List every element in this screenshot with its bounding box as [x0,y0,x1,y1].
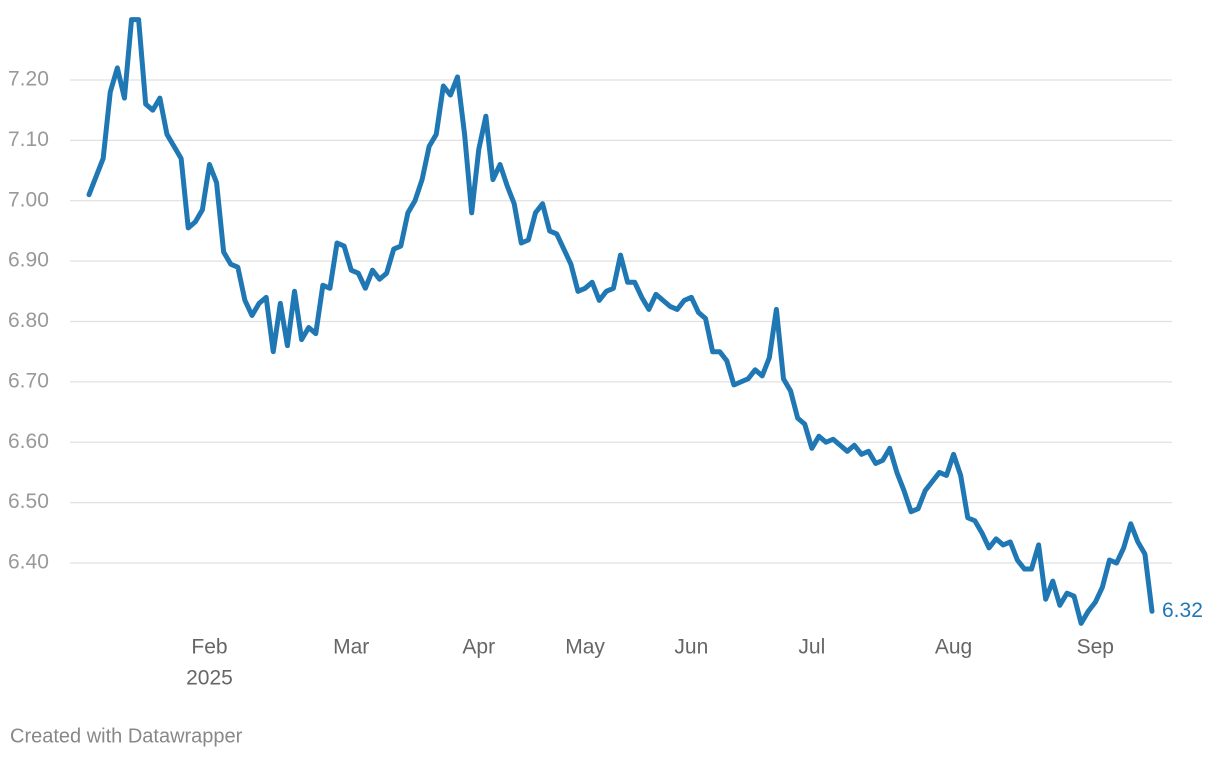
x-tick-label: Apr [462,636,495,659]
x-tick-label: Mar [333,636,369,659]
x-tick-label: Feb [191,636,227,659]
y-tick-label: 7.20 [8,68,49,91]
y-tick-label: 6.90 [8,249,49,272]
y-tick-label: 6.40 [8,551,49,574]
x-tick-label: Aug [935,636,972,659]
y-tick-label: 6.60 [8,430,49,453]
y-tick-label: 6.50 [8,490,49,513]
y-tick-label: 7.10 [8,128,49,151]
end-value-label: 6.32 [1162,599,1203,622]
y-tick-label: 7.00 [8,188,49,211]
credit: Created with Datawrapper [10,725,243,747]
x-year-label: 2025 [186,667,233,690]
x-tick-label: Sep [1077,636,1114,659]
y-tick-label: 6.70 [8,369,49,392]
x-tick-label: Jul [798,636,825,659]
y-tick-label: 6.80 [8,309,49,332]
x-tick-label: Jun [674,636,708,659]
x-tick-label: May [565,636,605,659]
line [86,17,1155,626]
